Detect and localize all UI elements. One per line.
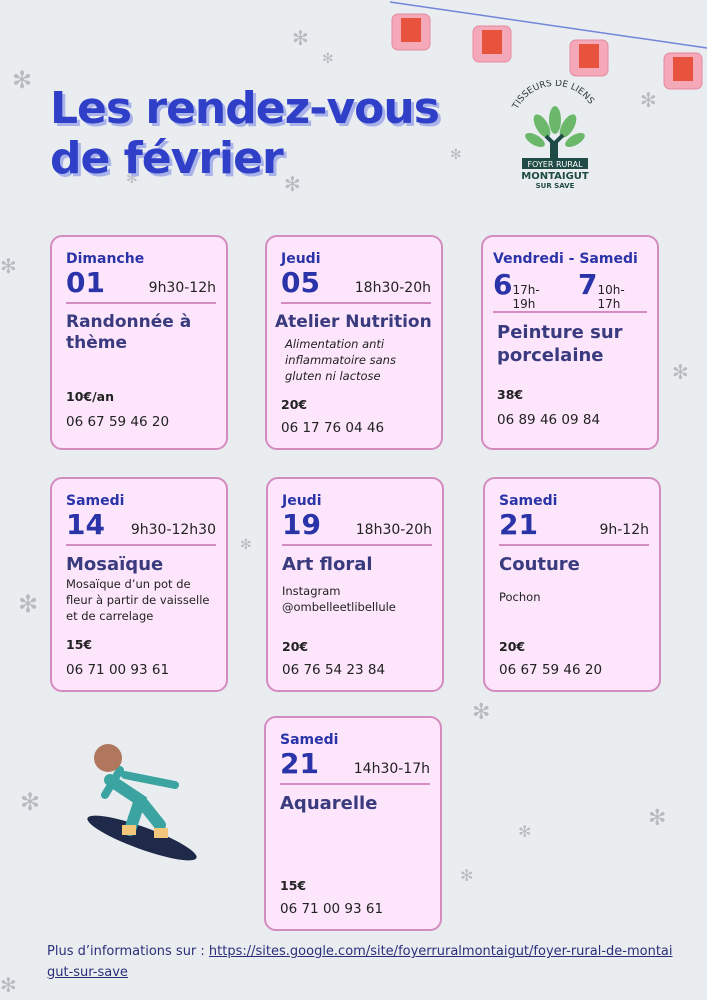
event-title: Randonnée à thème: [66, 312, 192, 353]
event-title: Mosaïque: [66, 554, 164, 575]
event-card: Dimanche 01 9h30-12h Randonnée à thème 10…: [50, 235, 228, 450]
snowflake-icon: ✻: [0, 973, 17, 997]
svg-text:FOYER RURAL: FOYER RURAL: [527, 160, 583, 169]
divider: [66, 544, 216, 546]
snowflake-icon: ✻: [322, 51, 334, 67]
website-link[interactable]: https://sites.google.com/site/foyerrural…: [47, 944, 673, 980]
snowflake-icon: ✻: [0, 254, 17, 278]
event-title: Aquarelle: [280, 793, 378, 814]
svg-text:SUR SAVE: SUR SAVE: [536, 182, 575, 190]
snowflake-icon: ✻: [240, 537, 252, 553]
snowboarder-illustration: [87, 744, 197, 861]
snowflake-icon: ✻: [20, 788, 41, 816]
cable-car-illustration: [389, 1, 707, 90]
snowflake-icon: ✻: [292, 26, 309, 50]
divider: [281, 302, 431, 304]
event-title: Art floral: [282, 554, 373, 575]
snowflake-icon: ✻: [518, 822, 532, 841]
event-card: Samedi 21 9h-12h Couture Pochon 20€ 06 67…: [483, 477, 661, 692]
divider: [280, 783, 430, 785]
svg-text:MONTAIGUT: MONTAIGUT: [521, 171, 589, 182]
divider: [493, 311, 647, 313]
page-title: Les rendez-vous de février: [50, 83, 440, 184]
event-card: Samedi 21 14h30-17h Aquarelle 15€ 06 71 0…: [264, 716, 442, 931]
footer: Plus d’informations sur : https://sites.…: [47, 944, 673, 980]
divider: [499, 544, 649, 546]
snowflake-icon: ✻: [672, 360, 689, 384]
snowflake-icon: ✻: [460, 866, 474, 885]
foyer-rural-logo: TISSEURS DE LIENS FOYER RURAL MONTAIGUT …: [511, 80, 596, 190]
event-title: Couture: [499, 554, 580, 575]
divider: [282, 544, 432, 546]
snowflake-icon: ✻: [648, 806, 667, 831]
snowflake-icon: ✻: [450, 147, 462, 163]
divider: [66, 302, 216, 304]
event-title: Atelier Nutrition: [275, 312, 432, 332]
snowflake-icon: ✻: [284, 172, 301, 196]
snowflake-icon: ✻: [18, 590, 39, 618]
event-card: Samedi 14 9h30-12h30 Mosaïque Mosaïque d’…: [50, 477, 228, 692]
snowflake-icon: ✻: [472, 700, 491, 725]
snowflake-icon: ✻: [126, 171, 138, 187]
event-title: Peinture sur porcelaine: [497, 322, 623, 366]
snowflake-icon: ✻: [12, 66, 33, 94]
snowflake-icon: ✻: [640, 88, 657, 112]
event-card: Vendredi - Samedi 6 17h-19h 7 10h-17h Pein…: [481, 235, 659, 450]
event-card: Jeudi 05 18h30-20h Atelier Nutrition Alim…: [265, 235, 443, 450]
event-card: Jeudi 19 18h30-20h Art floral Instagram @…: [266, 477, 444, 692]
